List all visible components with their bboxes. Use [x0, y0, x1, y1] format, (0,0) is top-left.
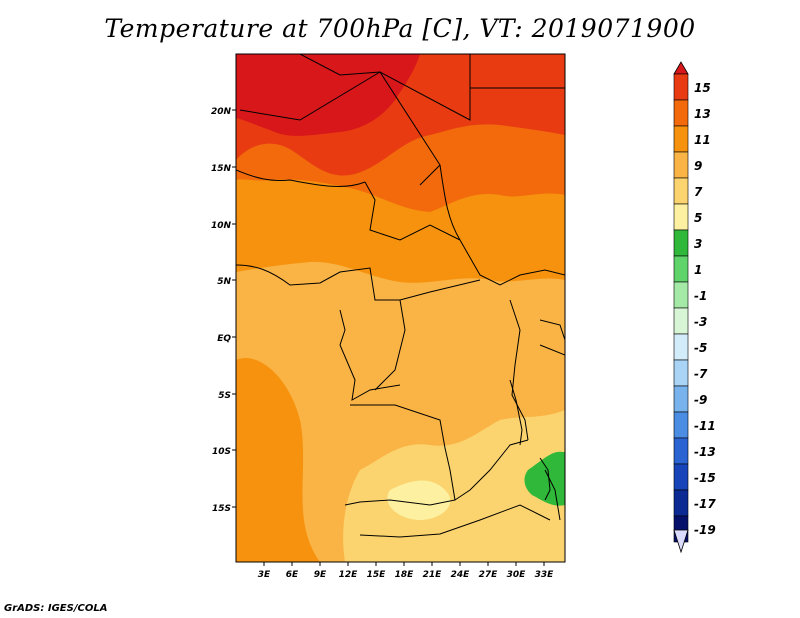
lat-label: 10S [212, 447, 231, 457]
border-line [539, 344, 565, 356]
border-line [239, 71, 441, 186]
colorbar-label: 11 [694, 133, 711, 147]
colorbar-label: -1 [694, 289, 707, 303]
border-line [236, 169, 366, 187]
colorbar-label: -5 [694, 341, 707, 355]
colorbar-cell [673, 307, 689, 335]
border-line [359, 504, 551, 538]
colorbar-label: -7 [694, 367, 708, 381]
longitude-ticks [263, 562, 545, 566]
temperature-field [236, 54, 565, 562]
grads-credit: GrADS: IGES/COLA [4, 603, 108, 614]
colorbar-cell [673, 229, 689, 257]
colorbar-legend: 15 13 11 9 7 5 3 1 -1 -3 -5 -7 -9 -11 -1… [673, 61, 716, 554]
colorbar-cell [673, 177, 689, 205]
field-above-15 [236, 54, 420, 136]
longitude-axis: 3E 6E 9E 12E 15E 18E 21E 24E 27E 30E 33E [258, 570, 554, 580]
colorbar-cell [673, 359, 689, 387]
colorbar-label: 3 [694, 237, 702, 251]
field-3to5-south [387, 480, 451, 520]
colorbar-label: -15 [694, 471, 716, 485]
colorbar-label: 9 [694, 159, 702, 173]
colorbar-label: -17 [694, 497, 716, 511]
colorbar-label: 5 [694, 211, 702, 225]
field-5to7-south [343, 410, 565, 562]
lon-label: 6E [286, 570, 299, 580]
colorbar-cell [673, 333, 689, 361]
map-frame [235, 53, 566, 563]
colorbar-bottom-arrow [673, 529, 689, 554]
colorbar-cell [673, 203, 689, 231]
lat-label: 15N [211, 164, 232, 174]
country-borders [236, 54, 565, 538]
lon-label: 18E [395, 570, 415, 580]
colorbar-label: -3 [694, 315, 707, 329]
colorbar-label: -9 [694, 393, 707, 407]
colorbar-cell [673, 125, 689, 153]
border-line [439, 164, 565, 286]
colorbar-cells [673, 73, 689, 543]
border-line [344, 404, 456, 506]
colorbar-label: 13 [694, 107, 711, 121]
colorbar-label: 1 [694, 263, 702, 277]
colorbar-label: 15 [694, 81, 711, 95]
lon-label: 9E [314, 570, 327, 580]
field-9to11-west-coast [236, 358, 320, 562]
lon-label: 24E [451, 570, 471, 580]
border-line [236, 264, 481, 301]
lake-outline [539, 457, 551, 501]
lon-label: 27E [479, 570, 499, 580]
lon-label: 15E [367, 570, 387, 580]
colorbar-label: -19 [694, 523, 716, 537]
lat-label: EQ [217, 334, 231, 344]
colorbar-cell [673, 255, 689, 283]
colorbar-cell [673, 437, 689, 465]
border-line [539, 319, 565, 341]
lon-label: 30E [507, 570, 527, 580]
border-line [339, 309, 401, 401]
lat-label: 10N [211, 221, 232, 231]
lat-label: 5N [217, 277, 231, 287]
colorbar-cell [673, 99, 689, 127]
colorbar-cell [673, 489, 689, 517]
colorbar-cell [673, 463, 689, 491]
lake-outline [509, 379, 523, 446]
latitude-axis: 20N 15N 10N 5N EQ 5S 10S 15S [211, 107, 232, 514]
lon-label: 3E [258, 570, 271, 580]
map-title: Temperature at 700hPa [C], VT: 201907190… [104, 14, 696, 43]
colorbar-label: -13 [694, 445, 716, 459]
colorbar-top-arrow [673, 61, 689, 75]
lat-label: 15S [212, 504, 231, 514]
colorbar-cell [673, 73, 689, 101]
border-line [509, 299, 529, 441]
colorbar-cell [673, 281, 689, 309]
lat-label: 20N [211, 107, 232, 117]
lon-label: 21E [423, 570, 443, 580]
lat-label: 5S [218, 391, 231, 401]
colorbar-cell [673, 151, 689, 179]
lon-label: 12E [339, 570, 359, 580]
colorbar-label: -11 [694, 419, 716, 433]
border-line [454, 439, 529, 501]
latitude-ticks [232, 109, 236, 508]
border-line [364, 181, 461, 241]
colorbar-cell [673, 411, 689, 439]
lon-label: 33E [535, 570, 555, 580]
border-line [374, 299, 406, 391]
colorbar-labels: 15 13 11 9 7 5 3 1 -1 -3 -5 -7 -9 -11 -1… [694, 81, 716, 537]
colorbar-cell [673, 385, 689, 413]
colorbar-label: 7 [694, 185, 703, 199]
